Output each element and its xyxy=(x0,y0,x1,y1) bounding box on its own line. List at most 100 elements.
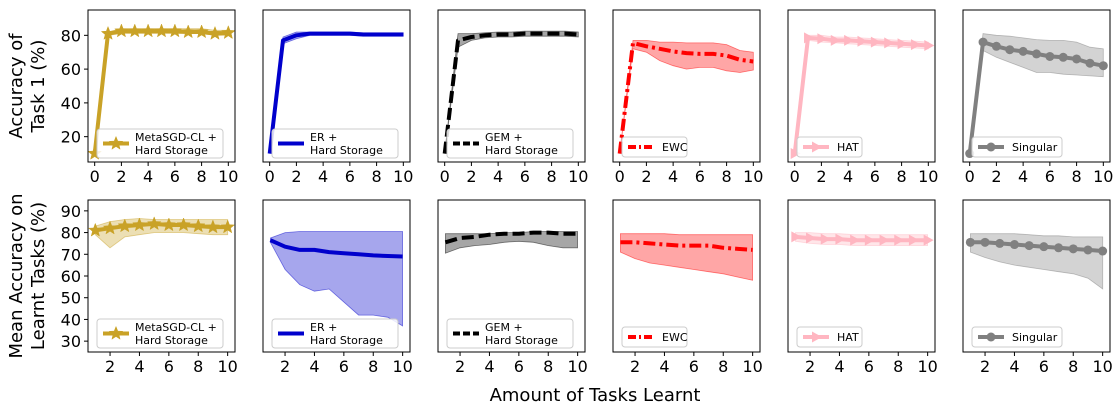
data-point xyxy=(176,217,191,232)
x-tick-label: 2 xyxy=(816,167,826,186)
x-axis-label: Amount of Tasks Learnt xyxy=(490,385,701,405)
x-tick-label: 0 xyxy=(965,167,975,186)
data-point xyxy=(830,34,841,46)
data-point xyxy=(205,219,221,234)
x-tick-label: 0 xyxy=(440,167,450,186)
plot-area xyxy=(269,231,404,327)
data-point xyxy=(1072,54,1082,64)
y-tick-label: 90 xyxy=(61,202,81,221)
data-point xyxy=(167,23,183,38)
legend-label: HAT xyxy=(837,331,859,344)
data-point xyxy=(1054,243,1064,253)
x-tick-label: 8 xyxy=(1071,167,1081,186)
data-point xyxy=(1098,246,1108,256)
mean-line xyxy=(795,234,928,243)
plot-area xyxy=(88,23,235,160)
x-tick-label: 10 xyxy=(392,357,412,376)
data-point xyxy=(864,234,875,246)
row-1-ylabel: Mean Accuracy on Learnt Tasks (%) xyxy=(6,193,49,358)
plot-area xyxy=(965,233,1108,290)
x-tick-label: 2 xyxy=(455,357,465,376)
x-tick-label: 2 xyxy=(280,357,290,376)
data-point xyxy=(1098,61,1108,71)
mean-line xyxy=(444,230,578,245)
plot-area xyxy=(88,216,235,249)
panel-task1-1: 0 2 4 6 8 10 ER +Hard Storage xyxy=(262,9,413,186)
y-tick-label: 30 xyxy=(61,332,81,351)
mean-line xyxy=(95,221,228,233)
panel-mean_acc-5: 2 4 6 8 10 Singular xyxy=(962,199,1113,376)
plot-area xyxy=(617,40,754,154)
data-point xyxy=(154,23,169,38)
legend-label: Singular xyxy=(1012,331,1058,344)
data-point xyxy=(114,23,129,38)
x-tick-label: 6 xyxy=(345,167,355,186)
y-tick-label: 20 xyxy=(61,128,81,147)
legend-label: Hard Storage xyxy=(310,144,383,157)
x-tick-label: 10 xyxy=(918,167,938,186)
x-tick-label: 2 xyxy=(641,167,651,186)
x-tick-label: 4 xyxy=(309,357,319,376)
x-tick-label: 4 xyxy=(493,167,503,186)
panel-mean_acc-2: 2 4 6 8 10 GEM +Hard Storage xyxy=(437,199,588,376)
x-tick-label: 6 xyxy=(864,357,874,376)
legend-label: MetaSGD-CL + xyxy=(135,321,217,334)
data-point xyxy=(220,219,235,234)
x-tick-label: 10 xyxy=(917,357,937,376)
data-point xyxy=(908,234,919,246)
x-tick-label: 10 xyxy=(1093,167,1113,186)
x-tick-label: 8 xyxy=(371,167,381,186)
panel-mean_acc-1: 2 4 6 8 10 ER +Hard Storage xyxy=(262,199,413,376)
data-point xyxy=(844,34,855,46)
x-tick-label: 2 xyxy=(466,167,476,186)
mean-line xyxy=(267,31,404,154)
x-tick-label: 4 xyxy=(484,357,494,376)
mean-line xyxy=(970,240,1103,253)
x-tick-label: 2 xyxy=(291,167,301,186)
x-tick-label: 10 xyxy=(393,167,413,186)
mean-line xyxy=(442,31,579,154)
data-point xyxy=(221,25,235,40)
x-tick-label: 4 xyxy=(1009,357,1019,376)
legend-marker xyxy=(812,141,822,153)
row-0-ylabel: Accuracy of Task 1 (%) xyxy=(6,33,49,139)
x-tick-label: 10 xyxy=(217,357,237,376)
data-point xyxy=(180,24,196,39)
data-point xyxy=(146,216,162,231)
data-point xyxy=(1068,244,1078,254)
data-point xyxy=(127,23,143,38)
x-tick-label: 2 xyxy=(630,357,640,376)
x-tick-label: 4 xyxy=(834,357,844,376)
axes-frame xyxy=(787,9,936,163)
legend-label: Hard Storage xyxy=(310,334,383,347)
x-tick-label: 10 xyxy=(743,167,763,186)
x-tick-label: 8 xyxy=(893,357,903,376)
plot-area xyxy=(442,30,579,154)
legend-label: MetaSGD-CL + xyxy=(135,131,217,144)
legend-box xyxy=(446,318,574,349)
axes-frame xyxy=(962,9,1111,163)
confidence-band xyxy=(269,231,404,327)
x-tick-label: 8 xyxy=(721,167,731,186)
x-tick-label: 8 xyxy=(368,357,378,376)
plot-area xyxy=(791,231,934,247)
legend-box xyxy=(96,318,224,349)
legend-box xyxy=(971,136,1063,158)
legend-label: Hard Storage xyxy=(485,334,558,347)
legend-box xyxy=(271,128,399,159)
legend-label: HAT xyxy=(837,141,859,154)
data-point xyxy=(1032,49,1041,59)
x-tick-label: 0 xyxy=(615,167,625,186)
x-tick-label: 8 xyxy=(196,167,206,186)
legend-box xyxy=(621,136,688,158)
legend-label: EWC xyxy=(662,141,688,154)
data-point xyxy=(995,238,1005,248)
legend-marker xyxy=(108,135,124,150)
y-tick-label: 40 xyxy=(61,94,81,113)
ylabel-line-1: Mean Accuracy on xyxy=(6,193,27,358)
x-tick-label: 2 xyxy=(991,167,1001,186)
data-point xyxy=(1045,51,1055,61)
panel-task1-2: 0 2 4 6 8 10 GEM +Hard Storage xyxy=(437,9,588,186)
x-tick-label: 10 xyxy=(742,357,762,376)
panel-task1-5: 0 2 4 6 8 10 Singular xyxy=(962,9,1113,186)
